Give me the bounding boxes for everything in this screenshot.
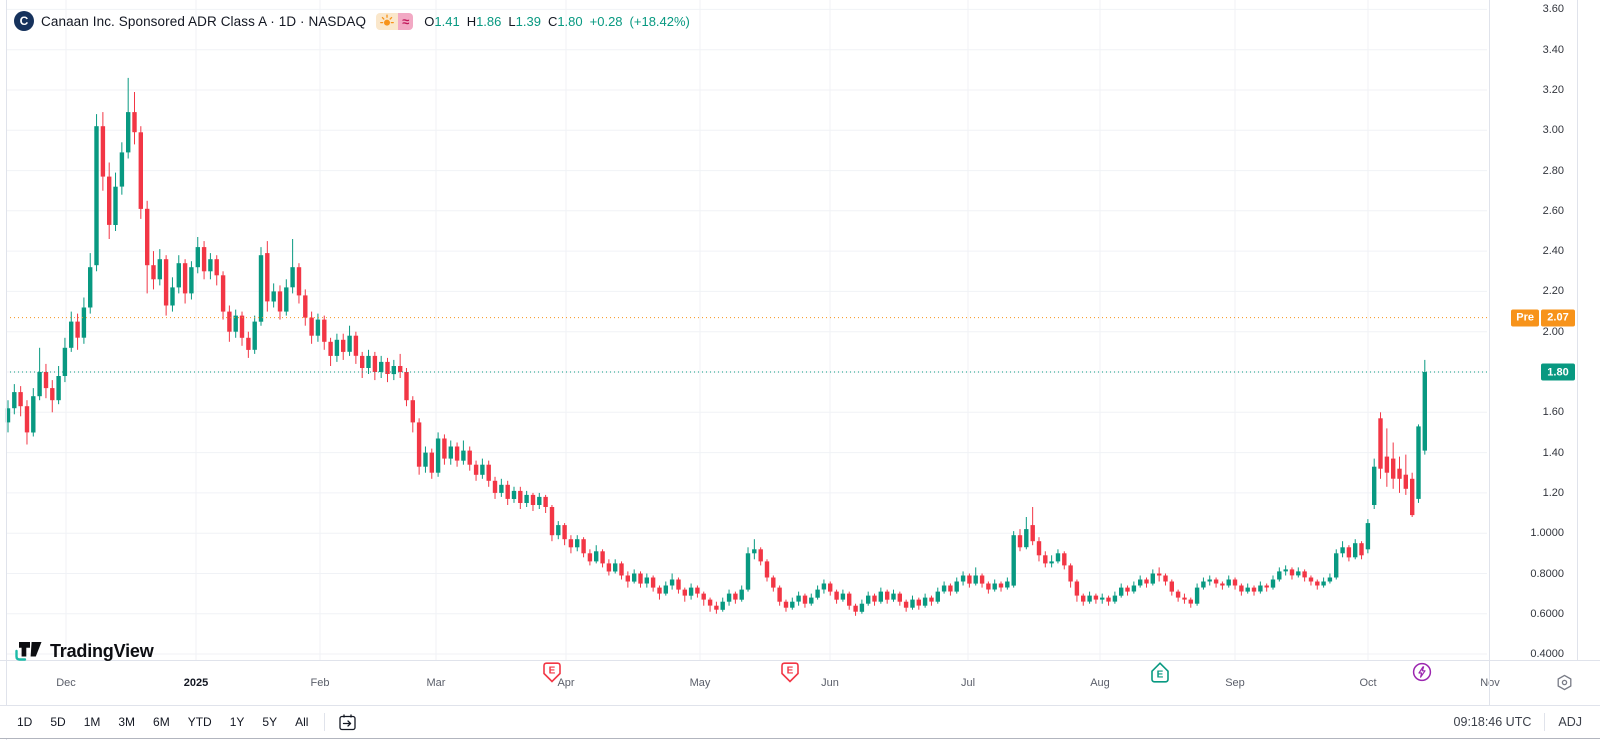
earnings-down-marker[interactable]: E — [781, 662, 799, 683]
toolbar-divider — [1544, 713, 1546, 731]
price-axis-label: 1.40 — [1542, 446, 1564, 459]
price-axis-label: 3.20 — [1542, 84, 1564, 96]
price-axis-label: 3.00 — [1542, 124, 1564, 137]
date-range-buttons: 1D 5D 1M 3M 6M YTD 1Y 5Y All — [8, 712, 317, 732]
bottom-toolbar: 1D 5D 1M 3M 6M YTD 1Y 5Y All 09:18:46 UTC ADJ — [0, 705, 1600, 739]
price-axis-label: 0.6000 — [1530, 607, 1564, 620]
svg-text:E: E — [1157, 669, 1164, 680]
price-axis-label: 1.20 — [1542, 486, 1564, 499]
svg-text:E: E — [549, 666, 556, 677]
candles — [5, 77, 1427, 616]
adjusted-data-toggle[interactable]: ADJ — [1558, 715, 1582, 729]
candlestick-chart[interactable] — [0, 0, 1490, 660]
premarket-price: 2.07 — [1541, 309, 1575, 327]
time-axis-month-label: Aug — [1090, 677, 1110, 689]
tradingview-wordmark: TradingView — [50, 640, 154, 661]
range-button-5d[interactable]: 5D — [50, 715, 66, 729]
price-axis-border — [1489, 0, 1490, 705]
notice-badge[interactable]: ≈ — [398, 12, 414, 30]
price-axis-label: 3.40 — [1542, 43, 1564, 56]
toolbar-right-group: 09:18:46 UTC ADJ — [1448, 712, 1588, 732]
go-to-date-button[interactable] — [332, 711, 363, 734]
range-button-1y[interactable]: 1Y — [229, 715, 245, 729]
time-axis-month-label: Apr — [557, 677, 575, 689]
ohlc-values: O1.41 H1.86 L1.39 C1.80 — [424, 14, 582, 29]
price-axis-label: 2.00 — [1542, 325, 1564, 338]
time-axis-month-label: May — [689, 677, 711, 689]
symbol-title[interactable]: Canaan Inc. Sponsored ADR Class A · 1D ·… — [41, 13, 367, 29]
earnings-down-marker[interactable]: E — [543, 662, 561, 683]
axis-settings-gear-icon[interactable] — [1556, 674, 1573, 691]
range-button-all[interactable]: All — [295, 715, 309, 729]
range-button-1m[interactable]: 1M — [83, 715, 101, 729]
time-axis[interactable]: Dec 2025 Feb Mar Apr May Jun Jul Aug Sep Oct Nov E … — [0, 660, 1600, 706]
symbol-logo[interactable]: C — [14, 11, 34, 31]
left-panel-edge — [6, 0, 7, 740]
svg-text:E: E — [787, 666, 794, 677]
last-price-badge: 1.80 — [1541, 363, 1575, 381]
range-button-ytd[interactable]: YTD — [187, 715, 212, 729]
price-axis-label: 2.40 — [1542, 245, 1564, 258]
change-value: +0.28 — [589, 13, 623, 29]
pre-market-sun-icon[interactable] — [376, 12, 399, 30]
range-button-1d[interactable]: 1D — [17, 715, 33, 729]
time-axis-month-label: Feb — [310, 677, 330, 689]
price-axis-label: 1.60 — [1542, 406, 1564, 419]
price-axis[interactable]: Pre 2.07 1.80 3.60 3.40 3.20 3.00 2.80 2.60 2.… — [1490, 0, 1577, 660]
price-axis-label: 3.60 — [1542, 3, 1564, 16]
tradingview-mark-icon — [15, 642, 42, 661]
change-percent: (+18.42%) — [629, 13, 690, 29]
earnings-up-marker[interactable]: E — [1151, 662, 1169, 683]
ohlc-h-value: H1.86 — [466, 13, 502, 29]
toolbar-divider — [324, 713, 326, 731]
time-axis-month-label: Mar — [426, 677, 446, 689]
upcoming-event-marker[interactable] — [1412, 662, 1432, 682]
clock-timezone-button[interactable]: 09:18:46 UTC — [1453, 715, 1532, 729]
price-axis-label: 2.20 — [1542, 285, 1564, 298]
tradingview-logo[interactable]: TradingView — [13, 639, 154, 663]
ohlc-l-value: L1.39 — [508, 13, 541, 29]
time-axis-month-label: Sep — [1225, 677, 1245, 689]
premarket-label: Pre — [1511, 309, 1539, 327]
chart-pane[interactable] — [0, 0, 1490, 660]
ohlc-o-value: O1.41 — [424, 13, 460, 29]
time-axis-month-label: Oct — [1359, 677, 1377, 689]
range-button-3m[interactable]: 3M — [118, 715, 136, 729]
time-axis-month-label: Jun — [821, 677, 839, 689]
ohlc-c-value: C1.80 — [547, 13, 583, 29]
price-axis-label: 0.8000 — [1530, 567, 1564, 580]
premarket-price-badge: Pre 2.07 — [1511, 309, 1575, 327]
time-axis-month-label: Jul — [960, 677, 976, 689]
price-axis-label: 0.4000 — [1530, 648, 1564, 660]
price-axis-label: 1.0000 — [1530, 527, 1564, 540]
price-axis-label: 2.60 — [1542, 204, 1564, 217]
time-axis-month-label: Dec — [56, 677, 76, 689]
range-button-5y[interactable]: 5Y — [262, 715, 278, 729]
time-axis-year-label: 2025 — [183, 677, 209, 689]
market-status-badges[interactable]: ≈ — [376, 12, 414, 30]
symbol-legend: C Canaan Inc. Sponsored ADR Class A · 1D… — [14, 11, 690, 31]
right-gutter-border — [1577, 0, 1578, 660]
range-button-6m[interactable]: 6M — [153, 715, 170, 729]
time-axis-month-label: Nov — [1480, 677, 1500, 689]
price-axis-label: 2.80 — [1542, 164, 1564, 177]
